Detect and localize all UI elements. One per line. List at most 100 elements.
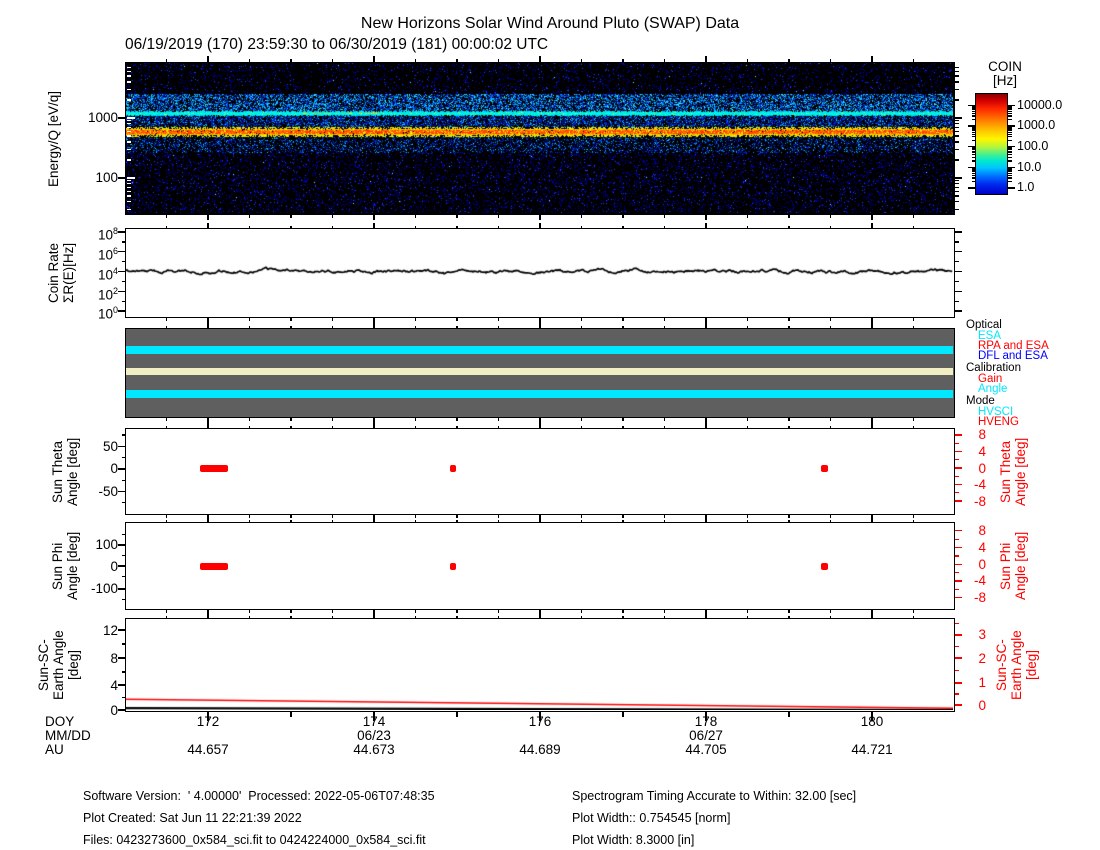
- legend-item-angle: Angle: [978, 383, 1008, 395]
- tick-mark: [539, 423, 541, 428]
- tick-mark: [121, 533, 125, 535]
- tick-mark: [746, 418, 749, 421]
- tick-mark: [1008, 129, 1012, 132]
- tick-mark: [207, 423, 209, 428]
- tick-mark: [705, 56, 707, 62]
- tick-mark: [955, 300, 959, 302]
- tick-mark: [165, 418, 168, 421]
- tick-mark: [126, 177, 135, 179]
- axis-tick-label: 100: [95, 170, 118, 186]
- tick-mark: [126, 180, 131, 182]
- tick-mark: [165, 610, 168, 613]
- tick-mark: [290, 325, 292, 328]
- legend-item-mode: Mode: [966, 395, 995, 407]
- tick-mark: [705, 418, 707, 423]
- tick-mark: [118, 290, 125, 292]
- tick-mark: [1008, 152, 1012, 154]
- tick-mark: [912, 615, 915, 618]
- tick-mark: [971, 131, 975, 133]
- xaxis-row-au: AU: [45, 742, 64, 757]
- tick-mark: [829, 325, 832, 328]
- tick-mark: [971, 152, 975, 154]
- tick-mark: [955, 634, 962, 636]
- tick-mark: [126, 126, 131, 128]
- tick-mark: [126, 81, 131, 83]
- tick-mark: [373, 318, 375, 323]
- tick-mark: [871, 517, 873, 522]
- tick-mark: [1008, 166, 1015, 168]
- tick-mark: [912, 318, 915, 321]
- tick-mark: [207, 613, 209, 618]
- tick-mark: [121, 456, 125, 459]
- tick-mark: [331, 519, 334, 522]
- tick-mark: [955, 580, 962, 582]
- tick-mark: [955, 81, 959, 83]
- tick-mark: [118, 709, 125, 711]
- tick-mark: [968, 104, 975, 106]
- tick-mark: [622, 325, 624, 328]
- tick-mark: [912, 215, 915, 218]
- tick-mark: [414, 515, 417, 518]
- tick-mark: [248, 418, 251, 421]
- angle-marker: [199, 465, 228, 473]
- tick-mark: [955, 270, 962, 273]
- axis-tick-label: -50: [98, 484, 118, 499]
- tick-mark: [971, 181, 975, 183]
- tick-mark: [126, 159, 131, 161]
- tick-mark: [126, 148, 131, 150]
- tick-mark: [580, 215, 583, 218]
- tick-mark: [290, 318, 292, 321]
- tick-mark: [871, 56, 873, 62]
- tick-mark: [331, 425, 334, 428]
- tick-mark: [663, 325, 666, 328]
- tick-mark: [1008, 181, 1012, 183]
- tick-mark: [1008, 145, 1015, 148]
- colorbar-tick-label: 1000.0: [1017, 118, 1056, 133]
- tick-mark: [373, 610, 375, 615]
- tick-mark: [165, 225, 168, 228]
- tick-mark: [663, 519, 666, 522]
- tick-mark: [1008, 160, 1012, 162]
- tick-mark: [126, 88, 131, 91]
- tick-mark: [290, 519, 292, 522]
- tick-mark: [165, 615, 168, 618]
- tick-mark: [165, 515, 168, 518]
- tick-mark: [248, 318, 251, 321]
- tick-mark: [968, 125, 975, 127]
- axis-tick-label: 102: [97, 285, 118, 303]
- tick-mark: [126, 66, 131, 68]
- tick-mark: [1008, 131, 1012, 133]
- tick-mark: [580, 615, 583, 618]
- tick-mark: [126, 123, 131, 125]
- sun-sc-earth-canvas: [126, 619, 953, 710]
- tick-mark: [414, 225, 417, 228]
- tick-mark: [118, 117, 125, 119]
- tick-mark: [971, 156, 975, 158]
- tick-mark: [622, 519, 624, 522]
- spectrogram-ylabel: Energy/Q [eV/q]: [46, 62, 61, 215]
- tick-mark: [622, 318, 624, 321]
- tick-mark: [971, 168, 975, 170]
- legend-item-hveng: HVENG: [978, 416, 1019, 428]
- sun-sc-earth-right-line2: Earth Angle: [1009, 630, 1024, 700]
- tick-mark: [955, 657, 962, 659]
- tick-mark: [456, 215, 458, 218]
- axis-tick-label: 12: [102, 622, 118, 638]
- legend-item-optical: Optical: [966, 319, 1002, 331]
- tick-mark: [414, 519, 417, 522]
- tick-mark: [912, 225, 915, 228]
- tick-mark: [414, 318, 417, 321]
- xaxis-row-mmdd: MM/DD: [45, 728, 91, 743]
- tick-mark: [1008, 105, 1012, 107]
- tick-mark: [497, 225, 500, 228]
- legend-item-rpa-and-esa: RPA and ESA: [978, 340, 1049, 352]
- au-value: 44.705: [685, 742, 727, 757]
- sun-sc-earth-panel: [125, 618, 955, 712]
- energy-spectrogram-panel: [125, 62, 955, 215]
- tick-mark: [118, 251, 125, 253]
- tick-mark: [788, 425, 790, 428]
- axis-tick-label: 4: [978, 540, 986, 556]
- axis-tick-label: -8: [973, 590, 986, 606]
- tick-mark: [121, 502, 125, 504]
- legend-item-esa: ESA: [978, 330, 1002, 342]
